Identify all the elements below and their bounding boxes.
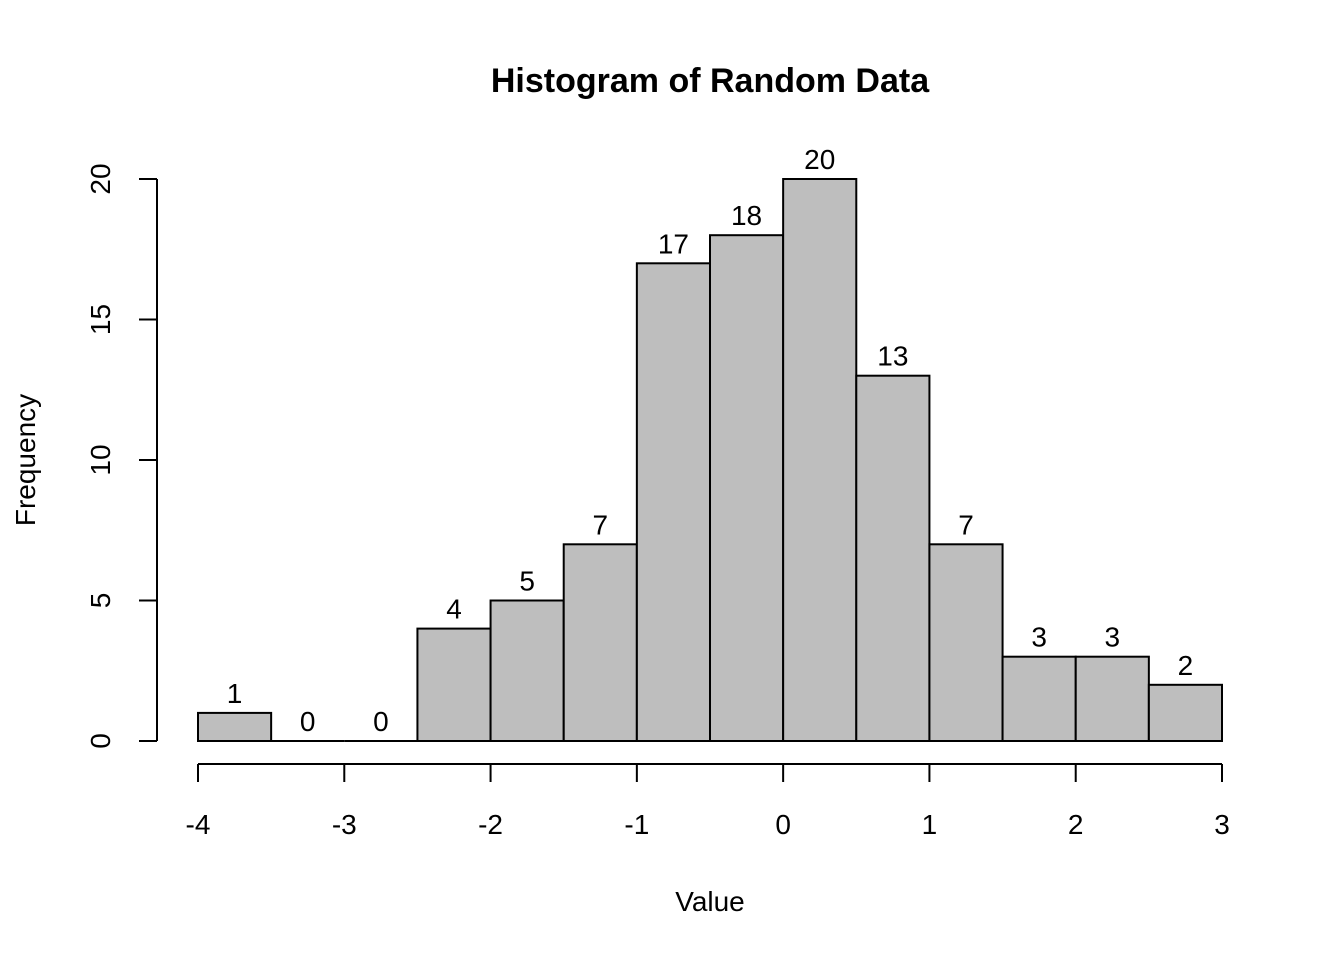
chart-title: Histogram of Random Data	[491, 62, 930, 100]
histogram-bar	[562, 543, 638, 742]
bar-count-label: 18	[731, 200, 762, 231]
x-tick-label: 3	[1214, 809, 1230, 840]
x-tick-label: -3	[332, 809, 357, 840]
y-axis-title: Frequency	[10, 394, 41, 526]
histogram-bar	[855, 374, 931, 742]
x-tick-label: -2	[478, 809, 503, 840]
x-axis: -4 -3 -2 -1 0 1 2 3	[186, 763, 1230, 840]
histogram-bar	[1074, 655, 1150, 743]
x-tick-label: 0	[775, 809, 791, 840]
bar-count-label: 1	[227, 678, 243, 709]
bar-count-label: 0	[373, 706, 389, 737]
y-tick-label: 10	[85, 444, 116, 475]
histogram-bar	[197, 711, 273, 743]
x-axis-title: Value	[675, 886, 745, 917]
bar-count-label: 20	[804, 144, 835, 175]
bar-count-label: 0	[300, 706, 316, 737]
bars-layer	[197, 178, 1224, 743]
bar-count-label: 3	[1104, 622, 1120, 653]
histogram-bar	[928, 543, 1004, 742]
histogram-bar	[1001, 655, 1077, 743]
histogram-bar	[782, 178, 858, 742]
histogram-bar	[709, 234, 785, 742]
bar-count-label: 7	[958, 509, 974, 540]
histogram-bar	[416, 627, 492, 742]
x-tick-label: 1	[922, 809, 938, 840]
bar-count-label: 13	[877, 341, 908, 372]
bar-count-label: 4	[446, 594, 462, 625]
y-tick-label: 0	[85, 733, 116, 749]
histogram-bar	[489, 599, 565, 742]
y-tick-label: 15	[85, 304, 116, 335]
bar-count-label: 5	[519, 566, 535, 597]
y-axis: 0 5 10 15 20	[85, 163, 158, 749]
x-tick-label: -1	[624, 809, 649, 840]
bar-count-label: 2	[1178, 650, 1194, 681]
bar-count-label: 7	[592, 509, 608, 540]
x-tick-label: -4	[186, 809, 211, 840]
bar-count-label: 17	[658, 228, 689, 259]
histogram-bar	[635, 262, 711, 742]
y-tick-label: 20	[85, 163, 116, 194]
bar-labels-layer: 1 0 0 4 5 7 17 18 20 13 7 3 3 2	[227, 144, 1193, 737]
y-tick-label: 5	[85, 593, 116, 609]
bar-count-label: 3	[1031, 622, 1047, 653]
x-tick-label: 2	[1068, 809, 1084, 840]
histogram-bar	[1147, 683, 1224, 742]
